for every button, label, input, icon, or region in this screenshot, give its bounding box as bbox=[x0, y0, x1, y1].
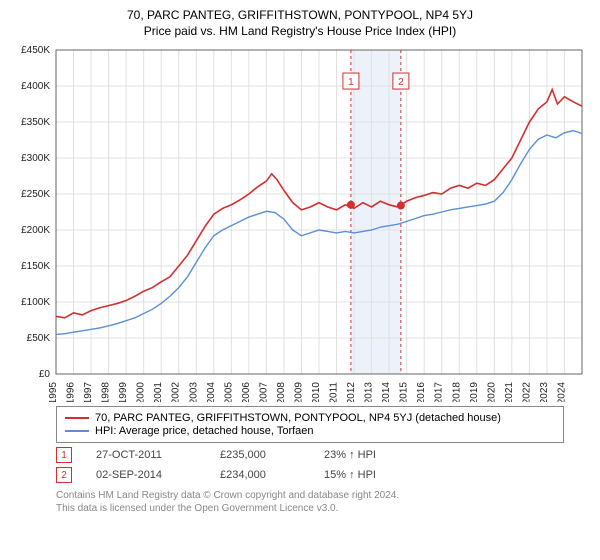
svg-text:£450K: £450K bbox=[21, 45, 50, 56]
svg-text:2006: 2006 bbox=[241, 382, 252, 402]
svg-text:2014: 2014 bbox=[381, 382, 392, 402]
svg-text:2: 2 bbox=[398, 77, 404, 88]
svg-text:£150K: £150K bbox=[21, 261, 50, 272]
svg-text:1999: 1999 bbox=[118, 382, 129, 402]
svg-text:2000: 2000 bbox=[136, 382, 147, 402]
sale-price: £234,000 bbox=[220, 469, 300, 481]
sale-delta: 15% ↑ HPI bbox=[324, 469, 376, 481]
svg-text:2019: 2019 bbox=[469, 382, 480, 402]
svg-text:1995: 1995 bbox=[48, 382, 59, 402]
svg-text:2021: 2021 bbox=[504, 382, 515, 402]
legend-label-1: 70, PARC PANTEG, GRIFFITHSTOWN, PONTYPOO… bbox=[95, 412, 501, 424]
svg-text:1997: 1997 bbox=[83, 382, 94, 402]
sale-price: £235,000 bbox=[220, 449, 300, 461]
svg-text:2013: 2013 bbox=[364, 382, 375, 402]
footer: Contains HM Land Registry data © Crown c… bbox=[56, 489, 564, 515]
sale-row: 1 27-OCT-2011 £235,000 23% ↑ HPI bbox=[56, 447, 564, 463]
svg-text:2020: 2020 bbox=[486, 382, 497, 402]
svg-text:2018: 2018 bbox=[451, 382, 462, 402]
svg-text:2010: 2010 bbox=[311, 382, 322, 402]
svg-text:2016: 2016 bbox=[416, 382, 427, 402]
svg-text:2012: 2012 bbox=[346, 382, 357, 402]
sale-marker: 1 bbox=[56, 447, 72, 463]
chart-title-1: 70, PARC PANTEG, GRIFFITHSTOWN, PONTYPOO… bbox=[6, 8, 594, 22]
svg-text:£100K: £100K bbox=[21, 297, 50, 308]
svg-text:£250K: £250K bbox=[21, 189, 50, 200]
svg-text:£200K: £200K bbox=[21, 225, 50, 236]
svg-text:£400K: £400K bbox=[21, 81, 50, 92]
sale-delta: 23% ↑ HPI bbox=[324, 449, 376, 461]
legend-label-2: HPI: Average price, detached house, Torf… bbox=[95, 425, 314, 437]
svg-text:2007: 2007 bbox=[258, 382, 269, 402]
svg-text:2017: 2017 bbox=[434, 382, 445, 402]
svg-text:2008: 2008 bbox=[276, 382, 287, 402]
svg-text:£0: £0 bbox=[39, 369, 51, 380]
svg-text:£350K: £350K bbox=[21, 117, 50, 128]
svg-text:1: 1 bbox=[348, 77, 354, 88]
svg-text:2002: 2002 bbox=[171, 382, 182, 402]
svg-text:2022: 2022 bbox=[521, 382, 532, 402]
svg-text:1998: 1998 bbox=[101, 382, 112, 402]
svg-text:£300K: £300K bbox=[21, 153, 50, 164]
price-chart: £0 £50K £100K £150K £200K £250K £300K £350K £400… bbox=[6, 42, 594, 402]
legend-swatch-1 bbox=[65, 417, 89, 419]
chart-title-2: Price paid vs. HM Land Registry's House … bbox=[6, 24, 594, 38]
svg-text:2005: 2005 bbox=[223, 382, 234, 402]
sale-date: 02-SEP-2014 bbox=[96, 469, 196, 481]
sale-row: 2 02-SEP-2014 £234,000 15% ↑ HPI bbox=[56, 467, 564, 483]
footer-line-2: This data is licensed under the Open Gov… bbox=[56, 502, 564, 515]
svg-text:2015: 2015 bbox=[399, 382, 410, 402]
svg-text:2024: 2024 bbox=[556, 382, 567, 402]
svg-text:2023: 2023 bbox=[539, 382, 550, 402]
svg-text:2011: 2011 bbox=[329, 382, 340, 402]
svg-text:2001: 2001 bbox=[153, 382, 164, 402]
legend: 70, PARC PANTEG, GRIFFITHSTOWN, PONTYPOO… bbox=[56, 406, 564, 443]
sale-date: 27-OCT-2011 bbox=[96, 449, 196, 461]
svg-text:2009: 2009 bbox=[293, 382, 304, 402]
svg-text:1996: 1996 bbox=[66, 382, 77, 402]
svg-text:2004: 2004 bbox=[206, 382, 217, 402]
svg-text:£50K: £50K bbox=[27, 333, 51, 344]
sale-marker: 2 bbox=[56, 467, 72, 483]
legend-swatch-2 bbox=[65, 430, 89, 432]
svg-text:2003: 2003 bbox=[188, 382, 199, 402]
footer-line-1: Contains HM Land Registry data © Crown c… bbox=[56, 489, 564, 502]
